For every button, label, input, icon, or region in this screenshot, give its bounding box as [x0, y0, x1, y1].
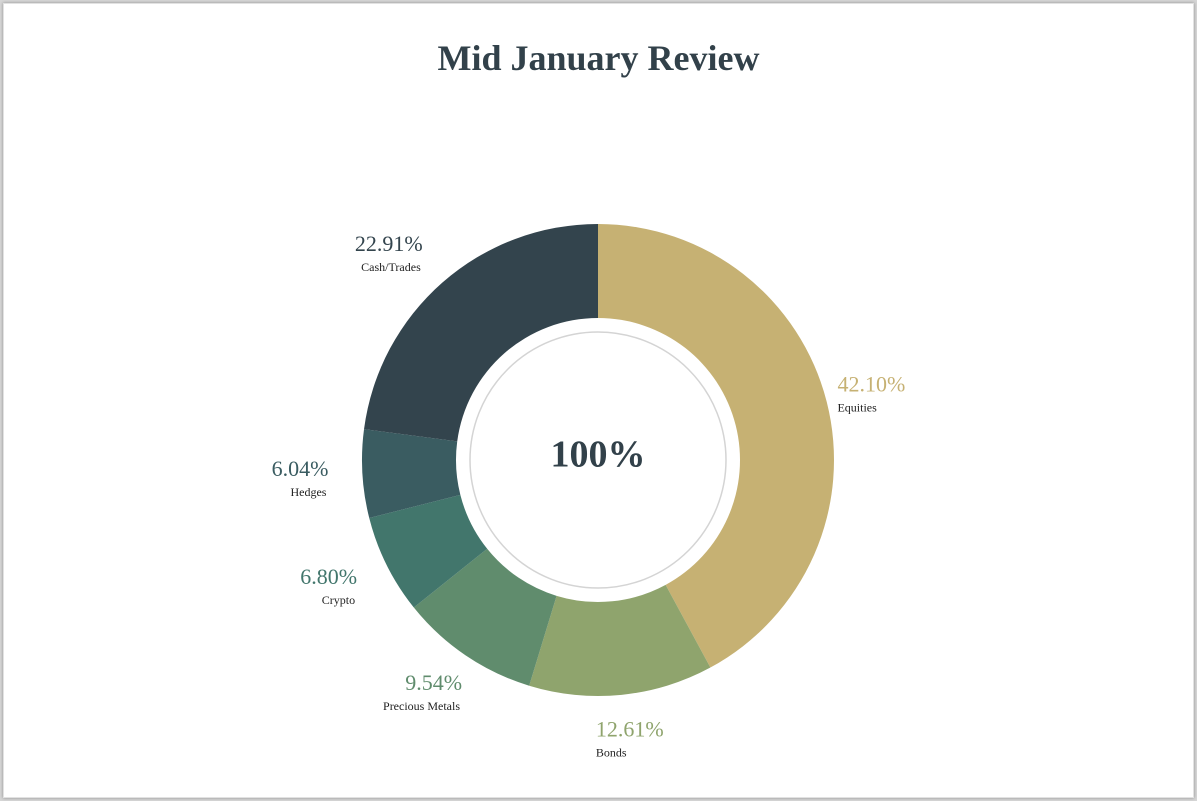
- slice-equities[interactable]: [598, 224, 835, 668]
- value-label-cash-trades: 22.91%: [355, 231, 423, 256]
- slice-hedges[interactable]: [362, 429, 461, 518]
- chart-title: Mid January Review: [437, 38, 760, 78]
- center-total-label: 100%: [551, 434, 646, 476]
- category-label-crypto: Crypto: [322, 593, 355, 607]
- value-label-equities: 42.10%: [837, 372, 905, 397]
- labels-group: 42.10% Equities 12.61% Bonds 9.54% Precious M…: [272, 231, 906, 760]
- value-label-precious-metals: 9.54%: [405, 670, 462, 695]
- value-label-hedges: 6.04%: [272, 456, 329, 481]
- slices-group: [362, 224, 835, 696]
- inner-ring: [469, 331, 727, 589]
- slice-precious-metals[interactable]: [413, 548, 557, 686]
- category-label-equities: Equities: [837, 401, 877, 415]
- slice-bonds[interactable]: [529, 584, 711, 696]
- category-label-precious-metals: Precious Metals: [383, 699, 460, 713]
- value-label-bonds: 12.61%: [596, 717, 664, 742]
- category-label-bonds: Bonds: [596, 746, 627, 760]
- category-label-cash-trades: Cash/Trades: [361, 260, 421, 274]
- slice-cash-trades[interactable]: [364, 224, 598, 442]
- slice-crypto[interactable]: [369, 494, 488, 608]
- value-label-crypto: 6.80%: [300, 564, 357, 589]
- category-label-hedges: Hedges: [290, 485, 326, 499]
